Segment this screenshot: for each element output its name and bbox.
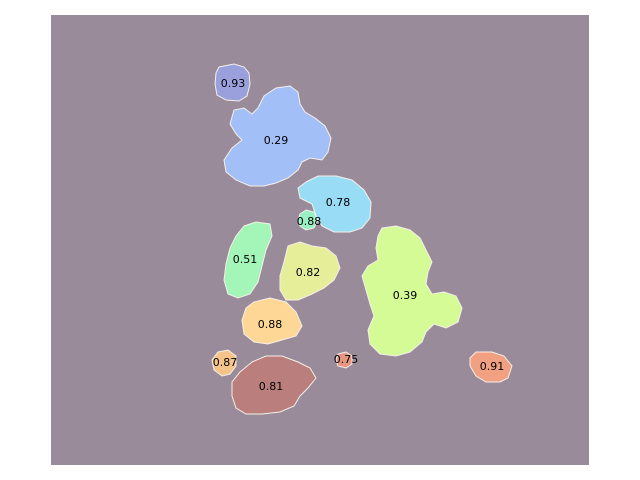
segment-label: 0.91: [480, 360, 505, 373]
segment-0-39: 0.39: [361, 225, 463, 357]
segment-label: 0.39: [393, 289, 418, 302]
segment-0-81: 0.81: [231, 355, 317, 415]
segment-shape: [241, 297, 303, 345]
segment-shape: [335, 351, 353, 369]
segment-label: 0.87: [213, 356, 238, 369]
segment-shape: [214, 63, 251, 102]
segment-0-88-a: 0.88: [297, 209, 322, 231]
segment-shape: [231, 355, 317, 415]
segment-0-88-b: 0.88: [241, 297, 303, 345]
segment-0-93: 0.93: [214, 63, 251, 102]
segment-shape: [469, 351, 513, 383]
image-area: [51, 15, 589, 465]
segment-label: 0.88: [258, 318, 283, 331]
segment-shape: [361, 225, 463, 357]
segment-0-75: 0.75: [334, 351, 359, 369]
segment-label: 0.81: [259, 380, 284, 393]
segment-label: 0.29: [264, 134, 289, 147]
segment-shape: [279, 241, 341, 301]
segment-0-29: 0.29: [223, 85, 332, 187]
segment-shape: [297, 175, 372, 233]
segment-label: 0.51: [233, 253, 258, 266]
segment-0-78: 0.78: [297, 175, 372, 233]
segment-0-82: 0.82: [279, 241, 341, 301]
segment-0-91: 0.91: [469, 351, 513, 383]
segment-label: 0.75: [334, 353, 359, 366]
segment-label: 0.82: [296, 266, 321, 279]
segment-0-87: 0.87: [211, 349, 238, 377]
segment-0-51: 0.51: [223, 221, 273, 299]
segment-shape: [297, 209, 319, 231]
segment-shape: [223, 85, 332, 187]
segment-label: 0.78: [326, 196, 351, 209]
segment-shape: [223, 221, 273, 299]
segment-label: 0.93: [221, 77, 246, 90]
segment-shape: [211, 349, 237, 377]
segment-label: 0.88: [297, 215, 322, 228]
